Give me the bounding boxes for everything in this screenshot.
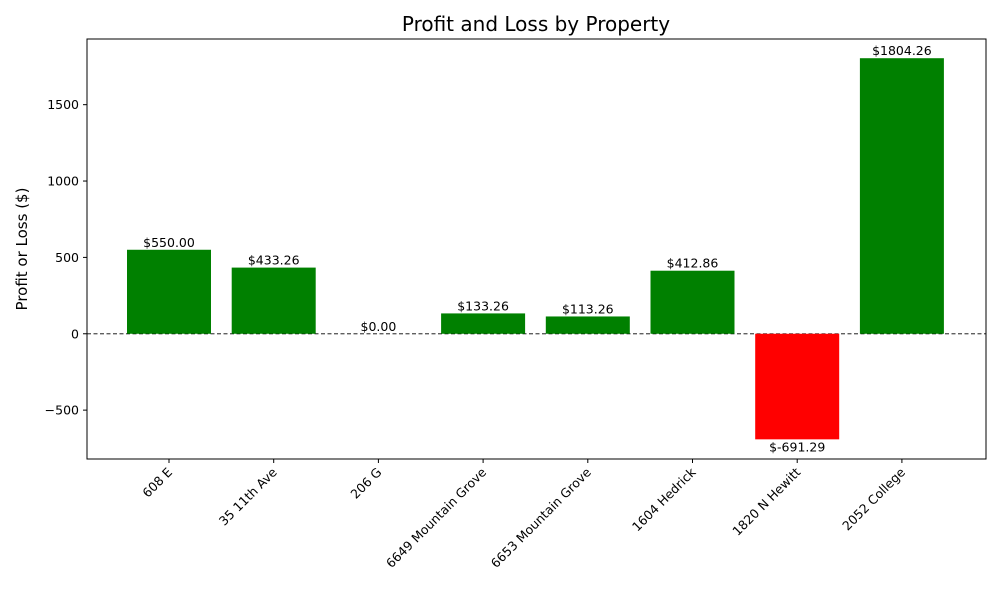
bar-value-label: $0.00	[361, 319, 397, 334]
y-tick-label: 1500	[47, 97, 79, 112]
bar-value-label: $133.26	[457, 298, 509, 313]
chart-title: Profit and Loss by Property	[402, 12, 670, 36]
x-tick-label: 2052 College	[839, 464, 908, 533]
x-tick-label: 1820 N Hewitt	[729, 464, 803, 538]
y-tick-label: 0	[71, 326, 79, 341]
x-tick-label: 1604 Hedrick	[629, 464, 699, 534]
bar	[650, 270, 735, 334]
y-tick-label: −500	[45, 403, 79, 418]
bar	[859, 58, 944, 334]
bar-value-label: $113.26	[562, 301, 614, 316]
x-tick-label: 206 G	[347, 465, 384, 502]
bar	[231, 267, 316, 334]
plot-frame	[86, 38, 987, 460]
y-tick-label: 500	[55, 250, 79, 265]
bar-value-label: $433.26	[248, 253, 300, 268]
x-tick-label: 6653 Mountain Grove	[488, 464, 594, 570]
bar-value-label: $1804.26	[872, 43, 932, 58]
bar	[441, 313, 526, 334]
y-tick-label: 1000	[47, 174, 79, 189]
bar-value-label: $-691.29	[769, 439, 825, 454]
bar	[545, 316, 630, 334]
bar-value-label: $412.86	[667, 256, 719, 271]
plot-area: −500 0 500 1000 1500 $550.00 608 E $433.26 35 11…	[45, 43, 986, 571]
x-tick-label: 608 E	[139, 464, 175, 500]
bar	[127, 249, 211, 334]
x-tick-label: 35 11th Ave	[216, 464, 280, 528]
bar-value-label: $550.00	[143, 235, 195, 250]
y-axis-title: Profit or Loss ($)	[13, 188, 31, 311]
x-tick-label: 6649 Mountain Grove	[383, 464, 489, 570]
bar	[755, 333, 840, 440]
